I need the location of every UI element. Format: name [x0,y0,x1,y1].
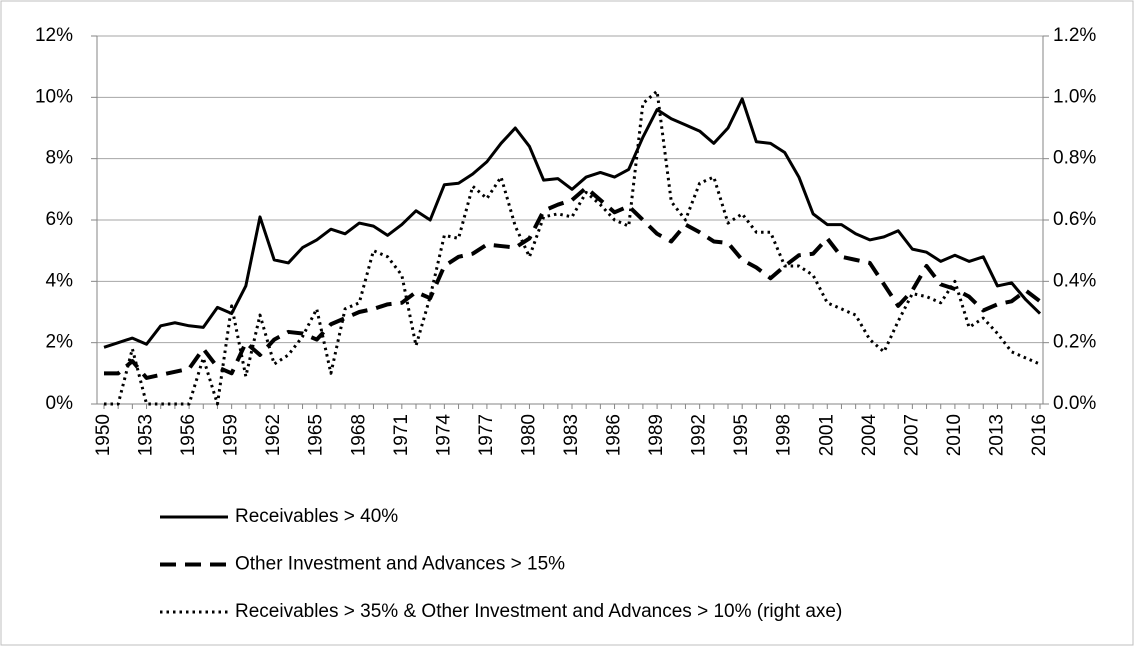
y2-tick-label: 0.2% [1053,332,1096,353]
x-tick-label: 1977 [476,414,497,456]
y2-tick-label: 0.8% [1053,148,1096,169]
x-tick-label: 1998 [774,414,795,456]
x-tick-label: 1950 [93,414,114,456]
x-tick-label: 1980 [518,414,539,456]
x-tick-label: 1974 [433,414,454,457]
x-tick-label: 2013 [986,414,1007,456]
x-tick-label: 1956 [178,414,199,456]
series-line [104,89,1041,406]
x-tick-label: 1995 [731,414,752,456]
series-line [103,97,1042,349]
x-tick-label: 1992 [689,414,710,456]
x-tick-label: 2010 [944,414,965,456]
x-tick-label: 2004 [859,414,880,457]
y2-tick-label: 1.0% [1053,86,1096,107]
y2-tick-label: 0.4% [1053,270,1096,291]
x-tick-label: 1962 [263,414,284,456]
y-tick-label: 4% [46,270,74,291]
y2-tick-label: 0.6% [1053,209,1096,230]
y-tick-label: 10% [35,86,73,107]
y-tick-label: 8% [46,148,74,169]
x-tick-label: 1971 [391,414,412,456]
y-tick-label: 2% [46,332,74,353]
y-tick-label: 12% [35,25,73,46]
y-tick-label: 6% [46,209,74,230]
x-tick-label: 2016 [1029,414,1050,456]
x-tick-label: 1968 [348,414,369,456]
y2-tick-label: 1.2% [1053,25,1096,46]
series-line [104,185,1042,380]
x-tick-label: 1983 [561,414,582,456]
x-tick-label: 2007 [901,414,922,456]
legend-label: Receivables > 35% & Other Investment and… [235,601,842,622]
x-tick-label: 1953 [136,414,157,456]
x-tick-label: 1986 [604,414,625,456]
x-tick-label: 1965 [306,414,327,456]
y-tick-label: 0% [46,393,74,414]
y2-tick-label: 0.0% [1053,393,1096,414]
x-tick-label: 2001 [816,414,837,456]
x-tick-label: 1989 [646,414,667,456]
legend-label: Receivables > 40% [235,506,398,527]
x-tick-label: 1959 [221,414,242,456]
legend-label: Other Investment and Advances > 15% [235,554,565,575]
